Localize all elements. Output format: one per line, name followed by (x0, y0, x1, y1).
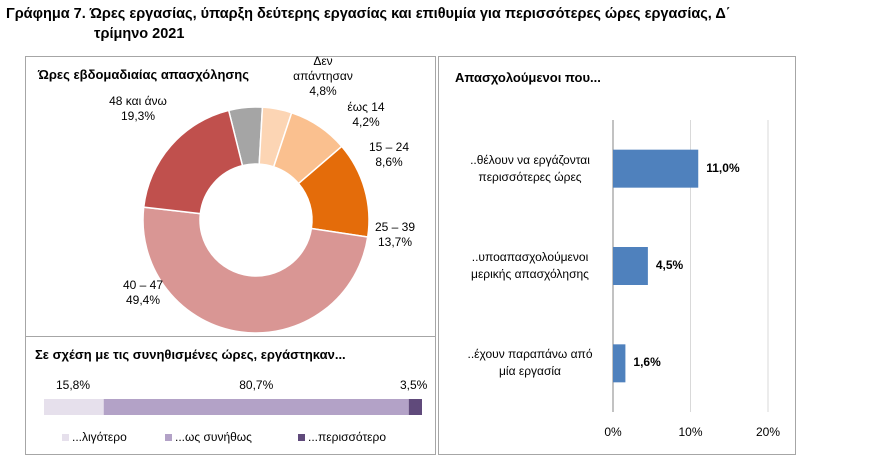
donut-slice-label: Δεν απάντησαν 4,8% (273, 54, 373, 99)
donut-slice-category: 40 – 47 (122, 278, 164, 292)
stacked-segment (44, 399, 104, 415)
bar-value-label: 11,0% (706, 160, 740, 175)
legend-swatch (298, 433, 305, 441)
donut-slice (142, 109, 244, 215)
donut-slice-category: έως 14 (347, 100, 385, 114)
bar (613, 247, 648, 285)
legend-label: ...ως συνήθως (175, 430, 252, 444)
bar-value-label: 4,5% (655, 258, 684, 272)
donut-slice-label: 40 – 47 49,4% (93, 278, 193, 308)
donut-slice-label: 15 – 24 8,6% (339, 140, 439, 170)
stacked-segment (408, 399, 422, 415)
bar-value-label: 1,6% (633, 355, 661, 370)
legend-item: ...περισσότερο (298, 430, 386, 444)
legend-swatch (165, 433, 172, 441)
bar-title: Απασχολούμενοι που... (455, 70, 601, 85)
donut-slice-label: 48 και άνω 19,3% (88, 94, 188, 124)
x-tick-label: 20% (755, 425, 781, 439)
legend-item: ...ως συνήθως (165, 430, 252, 444)
donut-slice-category: απάντησαν (293, 69, 353, 83)
stacked-segment-value: 15,8% (56, 378, 91, 392)
donut-slice-category: 15 – 24 (368, 140, 410, 154)
legend-swatch (62, 433, 69, 441)
x-tick-label: 0% (604, 425, 622, 439)
donut-slice-label: έως 14 4,2% (316, 100, 416, 130)
stacked-segment-value: 80,7% (239, 378, 274, 392)
stacked-panel (25, 336, 436, 455)
bar-category-label: ..θέλουν να εργάζονται περισσότερες ώρες (455, 152, 605, 186)
stacked-segment-value: 3,5% (400, 378, 428, 392)
donut-slice-category: Δεν (313, 54, 333, 68)
bar (613, 344, 626, 383)
donut-slice-value: 8,6% (375, 155, 403, 169)
bar-category-line: μία εργασία (499, 364, 561, 379)
bar-category-label: ..υποαπασχολούμενοι μερικής απασχόλησης (455, 249, 605, 283)
donut-slice-value: 49,4% (125, 293, 161, 307)
bar-category-line: μερικής απασχόλησης (471, 267, 589, 281)
legend-item: ...λιγότερο (62, 430, 127, 444)
bar-category-label: ..έχουν παραπάνω από μία εργασία (455, 346, 605, 380)
stacked-segment (103, 399, 409, 415)
x-tick-label: 10% (678, 425, 703, 439)
donut-title: Ώρες εβδομαδιαίας απασχόλησης (38, 67, 250, 82)
donut-slice-value: 13,7% (377, 235, 413, 249)
figure-title-line2: τρίμηνο 2021 (94, 26, 185, 42)
bar-category-line: ..υποαπασχολούμενοι (471, 250, 589, 264)
donut-slice (142, 206, 369, 334)
donut-slice-value: 4,8% (309, 84, 337, 98)
donut-slice-category: 48 και άνω (109, 94, 167, 108)
bar-category-line: ..έχουν παραπάνω από (467, 347, 593, 362)
donut-slice-label: 25 – 39 13,7% (345, 220, 445, 250)
bar-category-line: ..θέλουν να εργάζονται (470, 152, 590, 167)
legend-label: ...λιγότερο (72, 430, 127, 444)
figure-title-line1: Γράφημα 7. Ώρες εργασίας, ύπαρξη δεύτερη… (6, 6, 731, 22)
bar-category-line: περισσότερες ώρες (478, 169, 582, 184)
bar (613, 149, 699, 188)
figure-title: Γράφημα 7. Ώρες εργασίας, ύπαρξη δεύτερη… (6, 4, 731, 44)
stacked-title: Σε σχέση με τις συνηθισμένες ώρες, εργάσ… (35, 347, 346, 362)
donut-slice-category: 25 – 39 (374, 220, 416, 234)
donut-slice-value: 19,3% (120, 109, 156, 123)
donut-slice-value: 4,2% (352, 115, 380, 129)
legend-label: ...περισσότερο (308, 430, 387, 444)
